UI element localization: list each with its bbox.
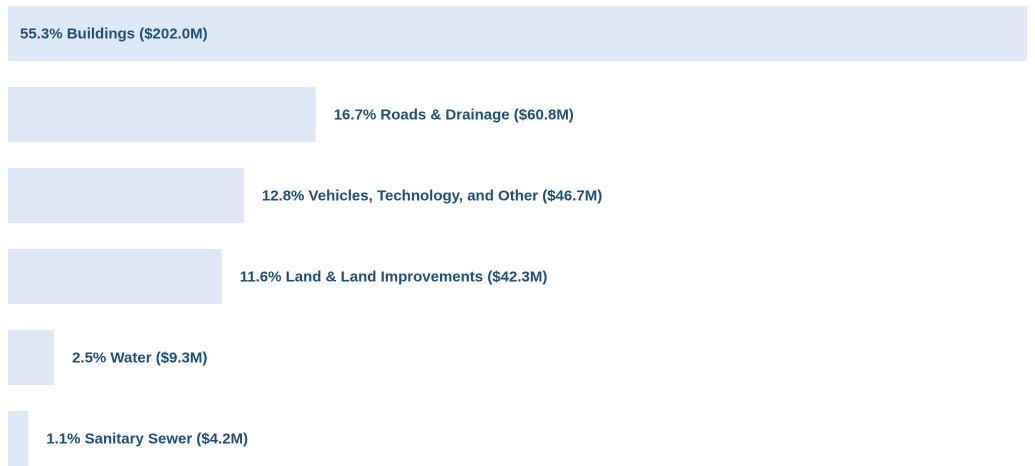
bar-label: 2.5% Water ($9.3M) bbox=[72, 349, 207, 366]
bar-label: 55.3% Buildings ($202.0M) bbox=[20, 25, 208, 42]
bar-label: 16.7% Roads & Drainage ($60.8M) bbox=[334, 106, 574, 123]
bar bbox=[8, 330, 55, 385]
bar bbox=[8, 411, 29, 466]
bar-label: 1.1% Sanitary Sewer ($4.2M) bbox=[46, 430, 248, 447]
bar bbox=[8, 87, 316, 142]
bar bbox=[8, 6, 1027, 61]
bar bbox=[8, 249, 222, 304]
bar-label: 12.8% Vehicles, Technology, and Other ($… bbox=[262, 187, 602, 204]
bar bbox=[8, 168, 244, 223]
bar-label: 11.6% Land & Land Improvements ($42.3M) bbox=[240, 268, 548, 285]
